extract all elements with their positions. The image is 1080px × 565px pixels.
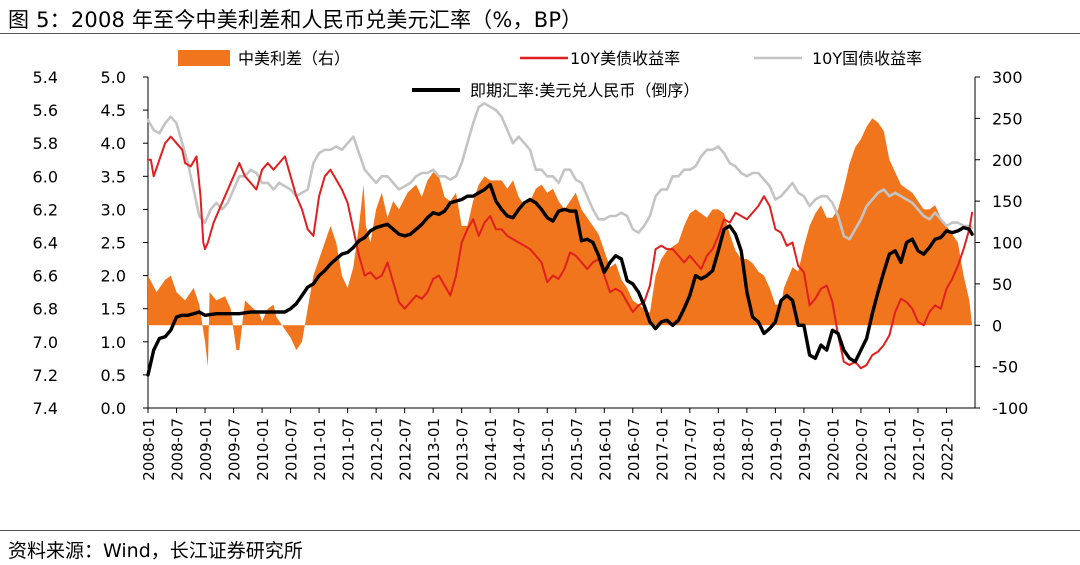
series-cn10y-line	[146, 102, 974, 241]
left-tick-label: 5.0	[101, 68, 126, 87]
left-tick-label: 0.5	[101, 366, 126, 385]
left-tick-label: 1.0	[101, 333, 126, 352]
x-tick-label: 2013-07	[454, 418, 472, 481]
right-tick-label: 150	[992, 192, 1023, 211]
x-tick-label: 2018-01	[710, 418, 728, 481]
x-tick-label: 2022-01	[938, 418, 956, 481]
far-left-tick-label: 6.2	[33, 200, 58, 219]
x-tick-label: 2012-01	[368, 418, 386, 481]
left-tick-label: 3.5	[101, 167, 126, 186]
far-left-tick-label: 6.8	[33, 300, 58, 319]
x-tick-label: 2020-07	[853, 418, 871, 481]
x-tick-label: 2021-01	[881, 418, 899, 481]
chart-title: 图 5：2008 年至今中美利差和人民币兑美元汇率（%，BP）	[8, 8, 583, 32]
far-left-tick-label: 7.2	[33, 366, 58, 385]
source-divider	[0, 530, 1080, 531]
right-tick-label: 200	[992, 151, 1023, 170]
x-tick-label: 2019-07	[796, 418, 814, 481]
x-tick-label: 2017-07	[682, 418, 700, 481]
left-tick-label: 4.0	[101, 134, 126, 153]
left-tick-label: 2.0	[101, 267, 126, 286]
x-tick-label: 2008-07	[169, 418, 187, 481]
right-tick-label: 0	[992, 316, 1002, 335]
left-tick-label: 2.5	[101, 234, 126, 253]
far-left-tick-label: 6.0	[33, 167, 58, 186]
title-divider	[0, 33, 1080, 34]
left-tick-label: 4.5	[101, 101, 126, 120]
left-tick-label: 3.0	[101, 200, 126, 219]
far-left-tick-label: 5.8	[33, 134, 58, 153]
far-left-tick-label: 7.4	[33, 399, 58, 418]
x-tick-label: 2016-01	[596, 418, 614, 481]
left-tick-label: 0.0	[101, 399, 126, 418]
x-tick-label: 2011-07	[340, 418, 358, 481]
x-tick-label: 2018-07	[739, 418, 757, 481]
right-tick-label: 50	[992, 275, 1012, 294]
legend-label-cn10y: 10Y国债收益率	[812, 49, 922, 68]
x-tick-label: 2009-01	[197, 418, 215, 481]
right-tick-label: -100	[992, 399, 1028, 418]
x-tick-label: 2017-01	[653, 418, 671, 481]
x-tick-label: 2021-07	[910, 418, 928, 481]
right-tick-label: 250	[992, 109, 1023, 128]
far-left-tick-label: 6.4	[33, 234, 58, 253]
series-us10y-line	[147, 135, 974, 370]
x-tick-label: 2010-01	[254, 418, 272, 481]
legend-swatch-spread	[178, 50, 230, 66]
source-note: 资料来源：Wind，长江证券研究所	[8, 540, 303, 562]
x-tick-label: 2020-01	[824, 418, 842, 481]
series-spread-area	[148, 118, 973, 367]
x-tick-label: 2011-01	[311, 418, 329, 481]
x-tick-label: 2012-07	[397, 418, 415, 481]
x-tick-label: 2015-07	[568, 418, 586, 481]
x-tick-label: 2008-01	[140, 418, 158, 481]
legend-label-fx: 即期汇率:美元兑人民币（倒序）	[470, 81, 699, 100]
far-left-tick-label: 6.6	[33, 267, 58, 286]
right-tick-label: 300	[992, 68, 1023, 87]
chart-svg: 5.4 5.6 5.8 6.0 6.2 6.4 6.6 6.8 7.0 7.2 7.4 5.0 4.5 4…	[33, 49, 1029, 481]
legend-label-spread: 中美利差（右）	[238, 49, 350, 68]
right-tick-label: 100	[992, 234, 1023, 253]
x-tick-label: 2014-01	[482, 418, 500, 481]
x-tick-label: 2013-01	[425, 418, 443, 481]
far-left-tick-label: 5.4	[33, 68, 58, 87]
x-tick-label: 2015-01	[539, 418, 557, 481]
x-tick-label: 2009-07	[226, 418, 244, 481]
x-tick-label: 2016-07	[625, 418, 643, 481]
far-left-tick-label: 5.6	[33, 101, 58, 120]
left-tick-label: 1.5	[101, 300, 126, 319]
right-tick-label: -50	[992, 358, 1018, 377]
legend-label-us10y: 10Y美债收益率	[570, 49, 680, 68]
x-tick-label: 2010-07	[283, 418, 301, 481]
x-tick-label: 2019-01	[767, 418, 785, 481]
series-fx-line	[146, 182, 974, 377]
far-left-tick-label: 7.0	[33, 333, 58, 352]
x-tick-label: 2014-07	[511, 418, 529, 481]
